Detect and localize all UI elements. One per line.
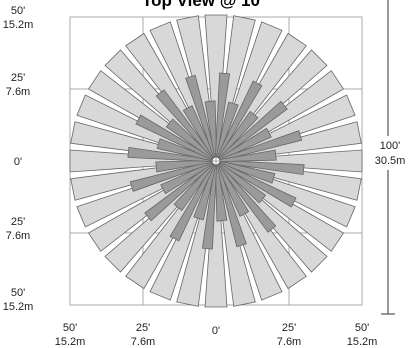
left-label-ft: 25': [11, 72, 25, 84]
axis-labels: 50' 15.2m 25' 7.6m 0' 25' 7.6m 50' 15.2m 50' 15.2m…: [3, 5, 378, 348]
bottom-label-ft: 50': [63, 322, 77, 334]
right-label-m: 30.5m: [375, 155, 406, 167]
left-label-ft: 50': [11, 5, 25, 17]
left-label-m: 7.6m: [6, 230, 30, 242]
left-label-m: 15.2m: [3, 301, 34, 313]
right-label-ft: 100': [380, 140, 400, 152]
bottom-label-m: 7.6m: [277, 336, 301, 348]
bottom-label-ft: 50': [355, 322, 369, 334]
bottom-label-ft: 0': [212, 325, 220, 337]
bottom-label-m: 15.2m: [55, 336, 86, 348]
left-label-ft: 25': [11, 216, 25, 228]
bottom-label-ft: 25': [136, 322, 150, 334]
left-label-m: 7.6m: [6, 86, 30, 98]
ray: [219, 149, 277, 163]
bottom-label-m: 7.6m: [131, 336, 155, 348]
title: Top View @ 10': [142, 0, 264, 10]
left-label-m: 15.2m: [3, 19, 34, 31]
bottom-label-m: 15.2m: [347, 336, 378, 348]
bottom-label-ft: 25': [282, 322, 296, 334]
dimension-line: 100' 30.5m: [368, 0, 412, 315]
label-bg: [368, 136, 412, 170]
detection-pattern: [69, 14, 363, 308]
left-label-ft: 0': [14, 156, 22, 168]
left-label-ft: 50': [11, 287, 25, 299]
